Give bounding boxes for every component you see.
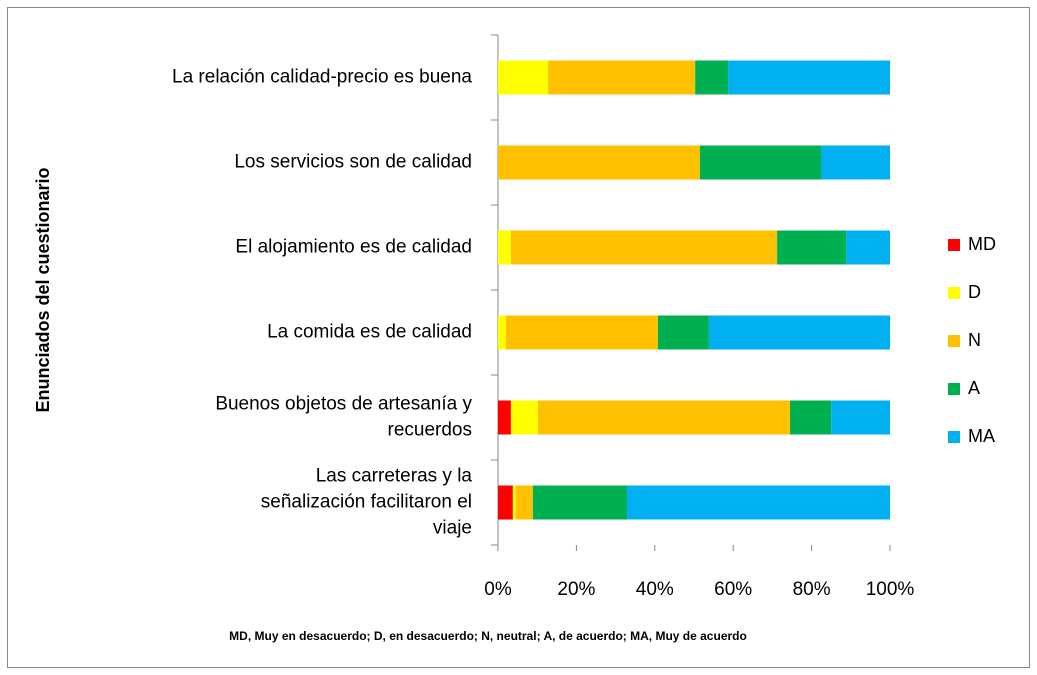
bar-segment (532, 485, 627, 520)
bar-segment (537, 400, 791, 435)
bar-segment (831, 400, 890, 435)
bar-segment (626, 485, 890, 520)
footnote: MD, Muy en desacuerdo; D, en desacuerdo;… (229, 629, 747, 643)
x-tick-label: 80% (793, 579, 831, 600)
legend-label: MA (968, 426, 995, 446)
bar-segment (498, 485, 513, 520)
legend-label: A (968, 378, 980, 398)
legend-label: N (968, 330, 981, 350)
legend-swatch (948, 335, 960, 347)
bar-segment (728, 60, 890, 95)
legend-swatch (948, 287, 960, 299)
bar-segment (512, 485, 517, 520)
legend-label: D (968, 282, 981, 302)
x-tick-label: 100% (866, 579, 915, 600)
bar-segment (516, 485, 533, 520)
bar-segment (498, 400, 511, 435)
bar-segment (821, 145, 890, 180)
bar-segment (790, 400, 832, 435)
x-tick-label: 60% (714, 579, 752, 600)
bar-segment (846, 230, 890, 265)
bar-segment (657, 315, 709, 350)
category-label: Las carreteras y la señalización facilita… (261, 466, 473, 539)
bar-segment (510, 400, 538, 435)
category-label: La relación calidad-precio es buena (172, 67, 472, 88)
category-label: Los servicios son de calidad (234, 152, 472, 173)
x-tick-label: 20% (557, 579, 595, 600)
bar-segment (699, 145, 822, 180)
legend-label: MD (968, 234, 996, 254)
legend-swatch (948, 383, 960, 395)
bar-segment (498, 145, 700, 180)
bar-segment (548, 60, 696, 95)
category-label: El alojamiento es de calidad (235, 237, 472, 258)
bar-segment (498, 60, 549, 95)
category-label: Buenos objetos de artesanía y recuerdos (215, 394, 472, 441)
x-tick-label: 0% (484, 579, 512, 600)
y-axis-label: Enunciados del cuestionario (33, 167, 53, 412)
bar-segment (498, 230, 511, 265)
bar-segment (777, 230, 847, 265)
legend-swatch (948, 431, 960, 443)
bar-segment (505, 315, 658, 350)
bar-segment (708, 315, 890, 350)
legend-swatch (948, 239, 960, 251)
bar-segment (510, 230, 778, 265)
bar-segment (498, 315, 506, 350)
x-tick-label: 40% (636, 579, 674, 600)
bar-segment (695, 60, 729, 95)
category-label: La comida es de calidad (267, 322, 472, 343)
